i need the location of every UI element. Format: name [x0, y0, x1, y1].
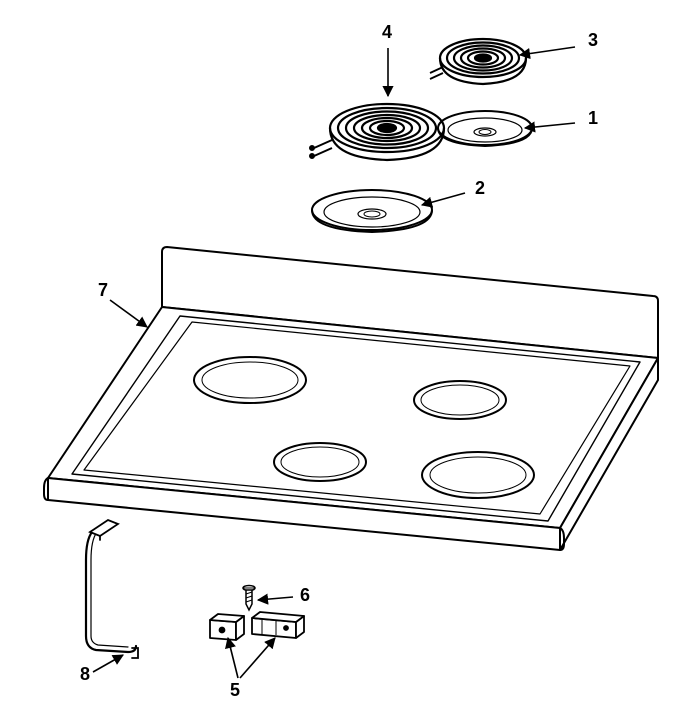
screw [243, 586, 255, 611]
callout-label-5: 5 [230, 680, 240, 701]
diagram-stage: 1 2 3 4 5 6 7 8 [0, 0, 680, 712]
wire-harness [86, 520, 138, 658]
callout-label-8: 8 [80, 664, 90, 685]
diagram-svg [0, 0, 680, 712]
small-element-coil [430, 39, 526, 84]
callout-label-4: 4 [382, 22, 392, 43]
callout-label-7: 7 [98, 280, 108, 301]
callout-label-3: 3 [588, 30, 598, 51]
callout-label-6: 6 [300, 585, 310, 606]
large-drip-bowl [312, 190, 432, 232]
receptacle-block [210, 612, 304, 640]
callout-label-2: 2 [475, 178, 485, 199]
cooktop [44, 247, 658, 550]
large-element-coil [310, 104, 444, 160]
small-drip-bowl [438, 111, 532, 146]
callout-label-1: 1 [588, 108, 598, 129]
